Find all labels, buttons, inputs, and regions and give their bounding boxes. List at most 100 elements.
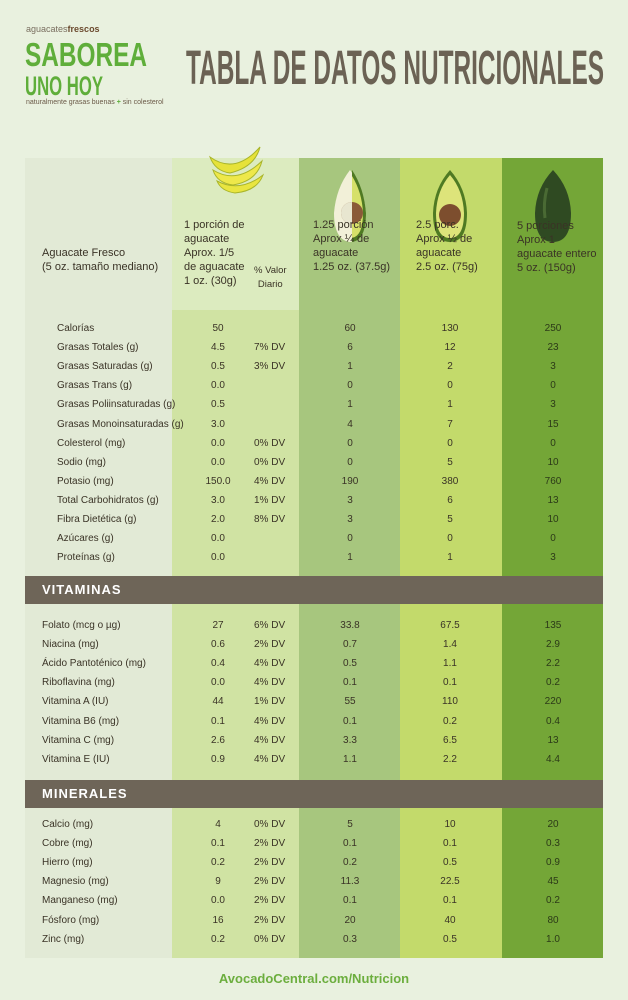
cell-value: 2.9 bbox=[546, 639, 560, 651]
page-title: TABLA DE DATOS NUTRICIONALES bbox=[186, 42, 604, 92]
cell-value: 6 bbox=[347, 342, 353, 354]
row-label: Potasio (mg) bbox=[57, 475, 114, 487]
cell-value: 1.4 bbox=[443, 639, 457, 651]
cell-value: 6 bbox=[447, 494, 453, 506]
cell-value: 0.3 bbox=[546, 838, 560, 850]
cell-value: 0.5 bbox=[443, 857, 457, 869]
daily-value: 0% DV bbox=[254, 933, 286, 945]
cell-value: 13 bbox=[547, 734, 559, 746]
cell-value: 0.5 bbox=[443, 933, 457, 945]
cell-value: 0.2 bbox=[211, 933, 225, 945]
row-label: Grasas Monoinsaturadas (g) bbox=[57, 418, 184, 430]
cell-value: 0.1 bbox=[443, 838, 457, 850]
cell-value: 0.0 bbox=[211, 533, 225, 545]
row-label: Manganeso (mg) bbox=[42, 895, 118, 907]
cell-value: 1.1 bbox=[343, 753, 357, 765]
row-label: Calorías bbox=[57, 323, 95, 334]
daily-value: 4% DV bbox=[254, 715, 286, 727]
header-label-line: (5 oz. tamaño mediano) bbox=[42, 261, 159, 273]
row-label: Magnesio (mg) bbox=[42, 876, 109, 888]
header-line: Aprox 1 bbox=[517, 234, 555, 246]
daily-value: 6% DV bbox=[254, 620, 286, 631]
cell-value: 0.4 bbox=[546, 715, 560, 727]
table-row: Vitamina C (mg) 2.6 4% DV 3.3 6.5 13 bbox=[0, 731, 628, 750]
row-label: Cobre (mg) bbox=[42, 838, 93, 850]
table-row: Grasas Trans (g) 0.0 0 0 0 bbox=[0, 376, 628, 395]
cell-value: 1 bbox=[347, 361, 353, 373]
table-row: Calorías 50 60 130 250 bbox=[0, 319, 628, 338]
cell-value: 0.5 bbox=[211, 361, 225, 373]
table-row: Grasas Totales (g) 4.5 7% DV 6 12 23 bbox=[0, 338, 628, 357]
cell-value: 11.3 bbox=[340, 876, 360, 888]
row-label: Sodio (mg) bbox=[57, 456, 106, 468]
row-label: Riboflavina (mg) bbox=[42, 677, 115, 689]
footer-link[interactable]: AvocadoCentral.com/Nutricion bbox=[0, 971, 628, 986]
tagline-b: sin colesterol bbox=[122, 99, 164, 106]
table-row: Grasas Monoinsaturadas (g) 3.0 4 7 15 bbox=[0, 415, 628, 434]
cell-value: 1.0 bbox=[546, 933, 560, 945]
table-row: Proteínas (g) 0.0 1 1 3 bbox=[0, 548, 628, 567]
header-col4: 5 porciones Aprox 1 aguacate entero 5 oz. (… bbox=[517, 219, 597, 275]
cell-value: 7 bbox=[447, 418, 453, 430]
cell-value: 0.1 bbox=[343, 895, 357, 907]
cell-value: 20 bbox=[344, 914, 356, 926]
table-row: Cobre (mg) 0.1 2% DV 0.1 0.1 0.3 bbox=[0, 834, 628, 853]
cell-value: 3 bbox=[550, 399, 556, 411]
cell-value: 190 bbox=[341, 475, 359, 487]
cell-value: 0.0 bbox=[211, 456, 225, 468]
avocado-half-icon bbox=[433, 170, 467, 242]
table-row: Grasas Poliinsaturadas (g) 0.5 1 1 3 bbox=[0, 395, 628, 414]
logo-tagline: naturalmente grasas buenas + sin coleste… bbox=[26, 98, 164, 107]
cell-value: 150.0 bbox=[205, 475, 231, 487]
cell-value: 33.8 bbox=[340, 620, 360, 631]
cell-value: 1 bbox=[347, 552, 353, 564]
cell-value: 16 bbox=[212, 914, 224, 926]
cell-value: 250 bbox=[544, 323, 562, 334]
row-label: Fósforo (mg) bbox=[42, 914, 100, 926]
row-label: Vitamina B6 (mg) bbox=[42, 715, 120, 727]
header-line: 2.5 oz. (75g) bbox=[416, 261, 478, 273]
table-row: Potasio (mg) 150.0 4% DV 190 380 760 bbox=[0, 472, 628, 491]
cell-value: 5 bbox=[447, 514, 453, 525]
row-label: Calcio (mg) bbox=[42, 819, 94, 830]
daily-value: 2% DV bbox=[254, 838, 286, 850]
table-row: Hierro (mg) 0.2 2% DV 0.2 0.5 0.9 bbox=[0, 853, 628, 872]
header-line: 1.25 oz. (37.5g) bbox=[313, 261, 391, 273]
cell-value: 0 bbox=[447, 380, 453, 392]
header-line: aguacate entero bbox=[517, 248, 597, 260]
cell-value: 0 bbox=[347, 533, 353, 545]
cell-value: 1 bbox=[447, 552, 453, 564]
logo-text: aguacates bbox=[26, 24, 68, 34]
header-line: 5 oz. (150g) bbox=[517, 262, 576, 274]
daily-value: 4% DV bbox=[254, 753, 286, 765]
column-quarter bbox=[299, 158, 400, 958]
cell-value: 0 bbox=[550, 380, 556, 392]
cell-value: 5 bbox=[447, 456, 453, 468]
column-half bbox=[400, 158, 502, 958]
cell-value: 23 bbox=[547, 342, 559, 354]
table-row: Grasas Saturadas (g) 0.5 3% DV 1 2 3 bbox=[0, 357, 628, 376]
cell-value: 2 bbox=[447, 361, 453, 373]
row-label: Fibra Dietética (g) bbox=[57, 514, 137, 525]
daily-value: 3% DV bbox=[254, 361, 286, 373]
cell-value: 50 bbox=[212, 323, 224, 334]
header-line: 1 porción de bbox=[184, 219, 245, 231]
cell-value: 0.2 bbox=[546, 895, 560, 907]
table-row: Manganeso (mg) 0.0 2% DV 0.1 0.1 0.2 bbox=[0, 891, 628, 910]
row-label: Niacina (mg) bbox=[42, 639, 99, 651]
daily-value: 7% DV bbox=[254, 342, 286, 354]
header-line: Aprox. 1/5 bbox=[184, 247, 235, 259]
cell-value: 2.0 bbox=[211, 514, 225, 525]
row-label: Grasas Poliinsaturadas (g) bbox=[57, 399, 176, 411]
row-label: Grasas Trans (g) bbox=[57, 380, 133, 392]
table-row: Vitamina E (IU) 0.9 4% DV 1.1 2.2 4.4 bbox=[0, 750, 628, 769]
daily-value: 2% DV bbox=[254, 895, 286, 907]
table-row: Azúcares (g) 0.0 0 0 0 bbox=[0, 529, 628, 548]
cell-value: 4 bbox=[347, 418, 353, 430]
footer-url[interactable]: AvocadoCentral.com/Nutricion bbox=[218, 971, 410, 986]
header-col2: 1.25 porción Aprox ¼ de aguacate 1.25 oz. (… bbox=[313, 218, 390, 274]
cell-value: 3.3 bbox=[343, 734, 357, 746]
whole-avocado-icon bbox=[535, 170, 571, 242]
cell-value: 10 bbox=[547, 514, 559, 525]
row-label: Colesterol (mg) bbox=[57, 437, 126, 449]
